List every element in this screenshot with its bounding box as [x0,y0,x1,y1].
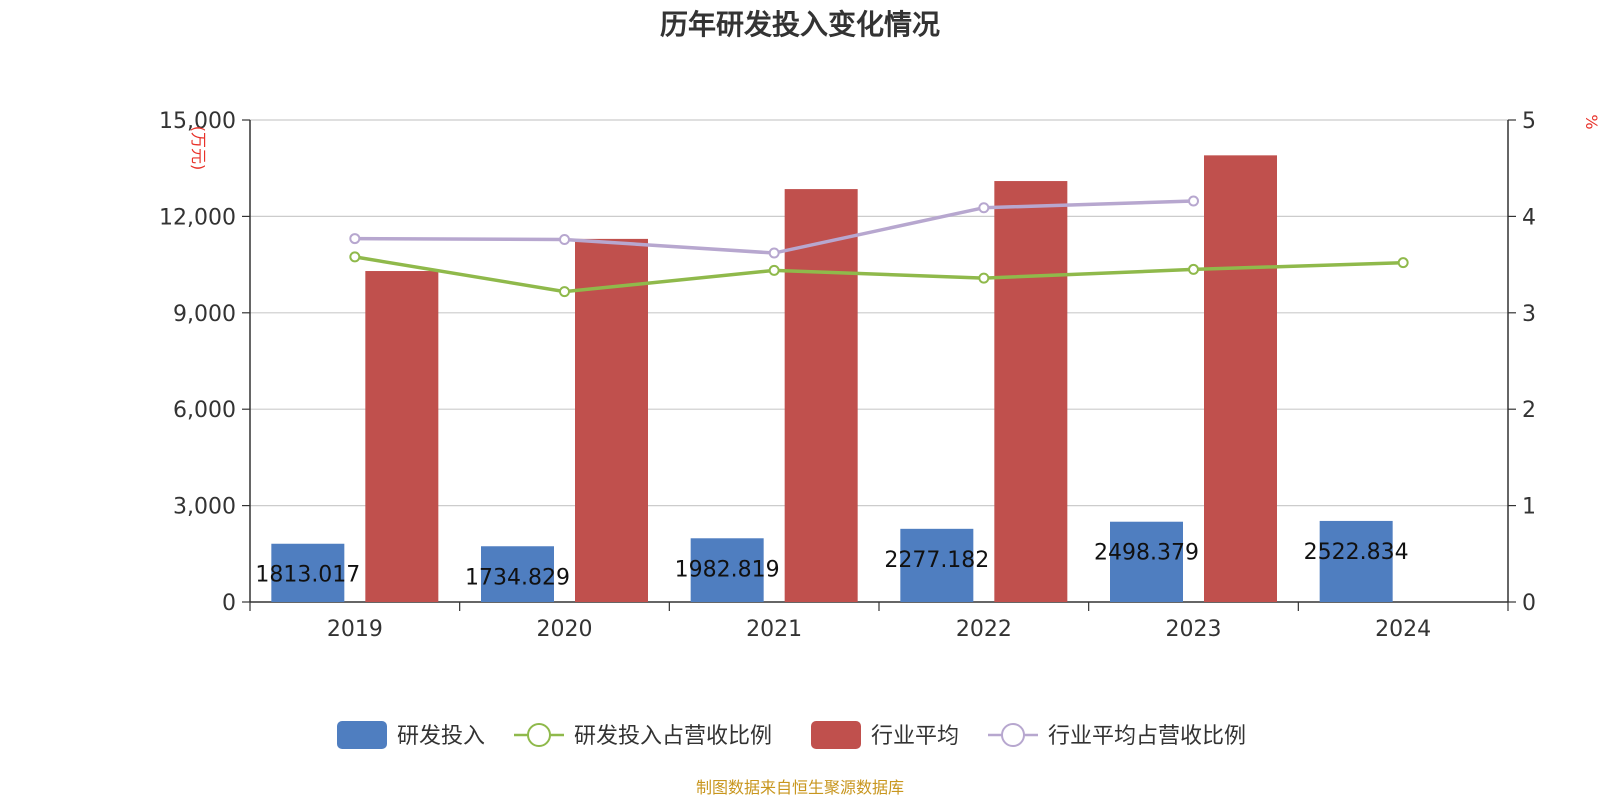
bar [575,238,648,603]
lines [349,195,1409,298]
line-point [349,233,361,245]
bar [690,538,764,602]
bar [1204,155,1277,602]
y-right-tick-label: 5 [1522,109,1536,134]
gridlines [250,119,1508,507]
bar-data-label: 1813.017 [255,563,360,588]
line-point [1188,195,1199,207]
bar-data-label: 2522.834 [1304,540,1409,565]
bar-data-label: 2277.182 [884,548,989,573]
bar [481,546,554,602]
y-left-unit: (万元) [189,126,208,171]
source-note: 制图数据来自恒生聚源数据库 [696,778,904,797]
x-tick-label: 2020 [537,617,593,642]
x-tick-label: 2023 [1166,617,1222,642]
x-tick-label: 2024 [1375,617,1431,642]
line-point [978,202,990,214]
line-point [1397,257,1409,269]
line-point [559,234,570,246]
y-left-tick-label: 15,000 [159,109,236,134]
series-line [354,255,1404,294]
y-left-tick-label: 12,000 [159,205,236,230]
y-right-tick-label: 4 [1522,205,1536,230]
bar [271,543,345,602]
legend-swatch [811,721,861,749]
bar [784,189,858,602]
y-left-tick-label: 0 [222,591,236,616]
y-left-tick-label: 9,000 [173,302,236,327]
bar-data-label: 2498.379 [1094,541,1199,566]
chart-title: 历年研发投入变化情况 [660,8,940,41]
legend: 研发投入 研发投入占营收比例 行业平均 行业平均占营收比例 [337,721,1246,749]
bar [994,181,1068,602]
line-point [768,247,780,259]
y-right-tick-label: 3 [1522,302,1536,327]
legend-label: 研发投入 [397,724,485,749]
legend-label: 行业平均 [871,724,959,749]
bars [271,155,1393,603]
x-tick-label: 2022 [956,617,1012,642]
bar [365,271,439,602]
x-tick-label: 2019 [327,617,383,642]
line-point [349,251,361,263]
y-left-tick-label: 3,000 [173,495,236,520]
legend-label: 研发投入占营收比例 [574,724,772,749]
y-right-tick-label: 0 [1522,591,1536,616]
bar [1319,520,1393,602]
series-line [354,199,1194,255]
legend-swatch [337,721,387,749]
legend-marker [527,723,551,747]
bar-data-label: 1734.829 [465,565,570,590]
line-point [978,272,990,284]
bar-data-label: 1982.819 [675,557,780,582]
line-point [559,286,570,298]
legend-label: 行业平均占营收比例 [1048,724,1246,749]
bar [1110,521,1183,602]
line-point [768,264,780,276]
y-right-tick-label: 2 [1522,398,1536,423]
bar [900,528,974,602]
y-right-unit: % [1582,114,1600,129]
y-left-tick-label: 6,000 [173,398,236,423]
x-tick-label: 2021 [746,617,802,642]
y-right-tick-label: 1 [1522,495,1536,520]
data-labels: 1813.017 1734.829 1982.819 2277.182 2498.379… [255,540,1408,590]
legend-marker [1001,723,1025,747]
axes: 0 3,000 6,000 9,000 12,000 15,000 0 1 2 3 4 5 (万元)% 2… [159,109,1600,642]
line-point [1188,263,1199,275]
